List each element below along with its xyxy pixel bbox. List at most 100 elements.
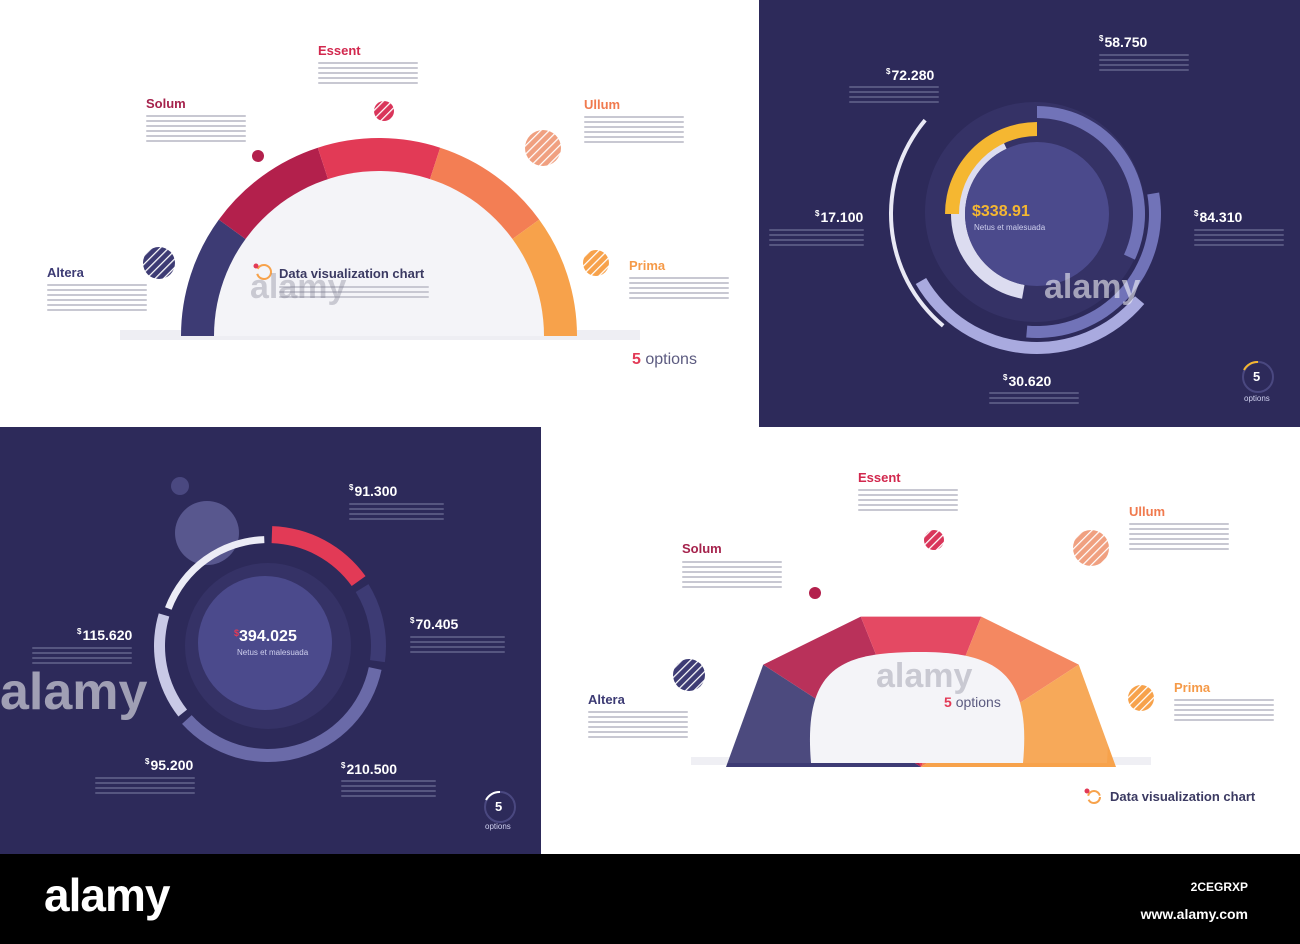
desc-text	[341, 780, 436, 800]
decor-circle	[673, 659, 705, 691]
desc-text	[32, 647, 132, 667]
radial-chart	[889, 102, 1274, 393]
semicircle-segment-group	[181, 138, 577, 336]
ring-base	[951, 136, 1025, 299]
watermark-text: alamy	[1044, 268, 1141, 306]
chart-logo-dot	[253, 263, 259, 269]
options-caption: 5 options	[944, 694, 1001, 710]
label-altera: Altera	[588, 692, 625, 707]
label-prima: Prima	[1174, 680, 1211, 695]
label-essent: Essent	[318, 43, 361, 58]
donut-segment-3	[153, 613, 188, 717]
label-solum: Solum	[682, 541, 722, 556]
decor-circle	[1128, 685, 1154, 711]
options-count: 5	[495, 799, 503, 814]
panel-3d-semicircle-light: Essent Solum Ullum Altera Prima 5 option…	[541, 427, 1300, 854]
desc-text	[95, 777, 195, 797]
value-label: $58.750	[1099, 34, 1148, 50]
desc-text	[629, 277, 729, 302]
label-ullum: Ullum	[1129, 504, 1166, 519]
decor-dot	[809, 587, 821, 599]
decor-circle	[525, 130, 561, 166]
desc-text	[849, 86, 939, 106]
value-label: $91.300	[349, 483, 398, 499]
donut-segment-0	[271, 526, 366, 587]
value-label: $84.310	[1194, 209, 1243, 225]
panel-radial-dark: $58.750 $72.280 $17.100 $84.310 $30.620 …	[759, 0, 1300, 427]
radial-bar-3	[915, 278, 1145, 354]
desc-text	[588, 711, 688, 741]
semicircle-inner	[214, 171, 544, 336]
desc-text	[279, 286, 429, 301]
label-prima: Prima	[629, 258, 666, 273]
decor-circle	[924, 530, 944, 550]
segment-solum	[218, 147, 329, 241]
label-solum: Solum	[146, 96, 186, 111]
segment-essent	[317, 138, 441, 182]
desc-text	[769, 229, 864, 249]
value-label: $115.620	[77, 627, 133, 643]
center-caption: Netus et malesuada	[974, 223, 1046, 232]
options-ring-accent	[1243, 361, 1259, 371]
desc-text	[1099, 54, 1189, 74]
center-caption: Netus et malesuada	[237, 648, 309, 657]
donut-segment-2	[182, 667, 382, 762]
desc-text	[410, 636, 505, 656]
desc-text	[1174, 699, 1274, 724]
semicircle-chart	[120, 101, 640, 340]
inner-cutout	[809, 652, 1025, 763]
desc-text	[47, 284, 147, 314]
radial-bar-4	[889, 118, 945, 328]
desc-text	[858, 489, 958, 514]
desc-text	[146, 115, 246, 145]
chart-logo-dot	[1084, 788, 1090, 794]
chart-logo-icon	[1087, 790, 1101, 804]
watermark-text: alamy	[0, 663, 148, 721]
panel-semicircle-light: Essent Solum Ullum Altera Prima Data vis…	[0, 0, 759, 427]
decor-dot	[252, 150, 264, 162]
value-label: $70.405	[410, 616, 459, 632]
desc-text	[584, 116, 684, 146]
options-word: options	[645, 351, 697, 368]
options-word: options	[1244, 394, 1270, 403]
options-word: options	[485, 822, 511, 831]
desc-text	[989, 392, 1079, 407]
options-ring-accent	[485, 791, 501, 801]
label-essent: Essent	[858, 470, 901, 485]
center-value: $394.025	[234, 628, 297, 645]
decor-circle	[374, 101, 394, 121]
site-url: www.alamy.com	[1140, 906, 1248, 922]
panel-donut-dark: $91.300 $70.405 $115.620 $95.200 $210.50…	[0, 427, 541, 854]
decor-circle	[143, 247, 175, 279]
options-count: 5	[1253, 369, 1261, 384]
donut-segment-4	[165, 536, 265, 610]
watermark-band	[0, 854, 1300, 944]
options-count: 5	[944, 694, 952, 710]
radial-bar-0	[945, 122, 1037, 214]
value-label: $30.620	[1003, 373, 1052, 389]
donut-chart	[153, 477, 516, 823]
perspective-chart	[673, 530, 1154, 804]
watermark-text: alamy	[250, 268, 347, 306]
label-ullum: Ullum	[584, 97, 621, 112]
options-caption: 5 options	[632, 351, 697, 369]
desc-text	[1194, 229, 1284, 249]
chart-logo-icon	[256, 264, 272, 280]
desc-text	[349, 503, 444, 523]
decor-circle	[583, 250, 609, 276]
center-value: $338.91	[972, 203, 1030, 220]
desc-text	[318, 62, 418, 87]
footer-title: Data visualization chart	[1110, 789, 1256, 804]
value-label: $210.500	[341, 761, 398, 777]
options-word: options	[955, 694, 1001, 710]
options-count: 5	[632, 351, 641, 368]
value-label: $17.100	[815, 209, 864, 225]
watermark-text: alamy	[876, 657, 973, 695]
center-disc	[198, 576, 332, 710]
donut-segment-1	[355, 584, 386, 663]
decor-dot	[171, 477, 189, 495]
desc-text	[682, 561, 782, 591]
desc-text	[1129, 523, 1229, 553]
label-altera: Altera	[47, 265, 84, 280]
